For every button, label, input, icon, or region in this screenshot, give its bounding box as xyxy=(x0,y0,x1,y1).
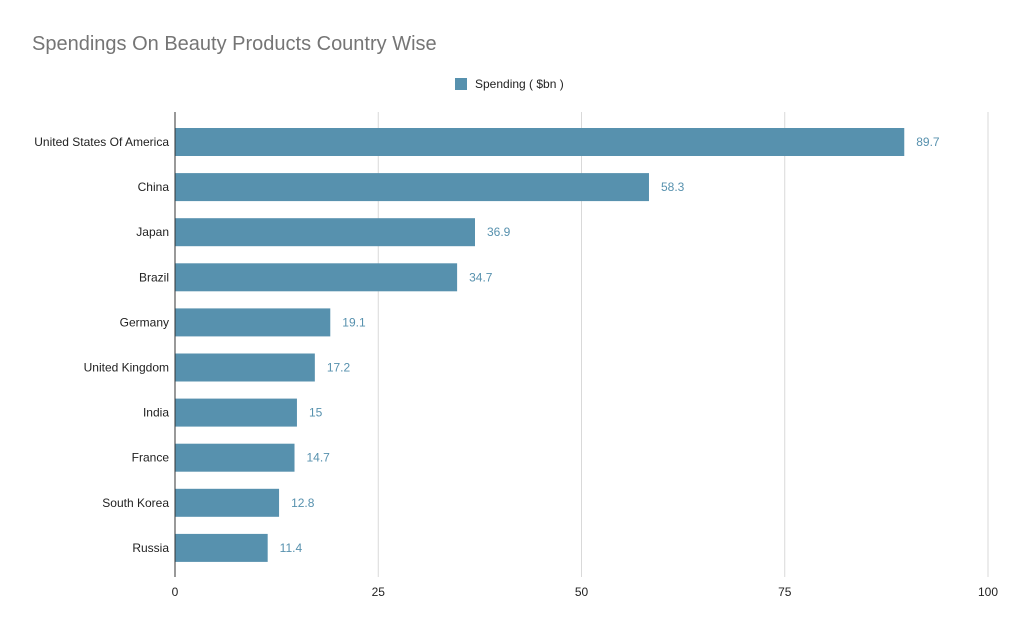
category-labels: United States Of America China Japan Brazil… xyxy=(34,135,169,555)
category-label: United Kingdom xyxy=(84,361,169,375)
bar xyxy=(175,263,458,292)
legend-label: Spending ( $bn ) xyxy=(475,77,564,91)
chart-title: Spendings On Beauty Products Country Wis… xyxy=(32,33,437,55)
category-label: Russia xyxy=(132,541,169,555)
x-tick-label: 50 xyxy=(575,585,589,599)
category-label: Japan xyxy=(136,225,169,239)
category-label: France xyxy=(132,451,170,465)
x-tick-labels: 0 25 50 75 100 xyxy=(172,585,999,599)
value-label: 19.1 xyxy=(342,315,366,329)
bar xyxy=(175,173,649,202)
legend-swatch xyxy=(455,78,467,90)
category-label: Germany xyxy=(120,315,169,329)
chart-legend: Spending ( $bn ) xyxy=(455,76,564,92)
value-label: 34.7 xyxy=(469,270,493,284)
bar xyxy=(175,353,315,382)
value-label: 89.7 xyxy=(916,135,940,149)
value-label: 17.2 xyxy=(327,361,351,375)
bar xyxy=(175,443,295,472)
x-tick-label: 0 xyxy=(172,585,179,599)
category-label: South Korea xyxy=(102,496,169,510)
bars xyxy=(175,128,905,562)
bar xyxy=(175,533,268,562)
bar xyxy=(175,308,331,337)
category-label: India xyxy=(143,406,169,420)
category-label: Brazil xyxy=(139,270,169,284)
value-label: 15 xyxy=(309,406,323,420)
value-label: 36.9 xyxy=(487,225,511,239)
value-labels: 89.7 58.3 36.9 34.7 19.1 17.2 15 14.7 12.8 11.4 xyxy=(280,135,940,555)
value-label: 58.3 xyxy=(661,180,685,194)
bar xyxy=(175,398,297,427)
category-label: China xyxy=(138,180,170,194)
value-label: 11.4 xyxy=(280,541,303,555)
bar xyxy=(175,218,475,247)
x-tick-label: 25 xyxy=(372,585,386,599)
x-tick-label: 75 xyxy=(778,585,792,599)
value-label: 12.8 xyxy=(291,496,315,510)
x-tick-label: 100 xyxy=(978,585,998,599)
bar xyxy=(175,128,905,156)
value-label: 14.7 xyxy=(307,451,331,465)
category-label: United States Of America xyxy=(34,135,169,149)
bar xyxy=(175,488,280,517)
